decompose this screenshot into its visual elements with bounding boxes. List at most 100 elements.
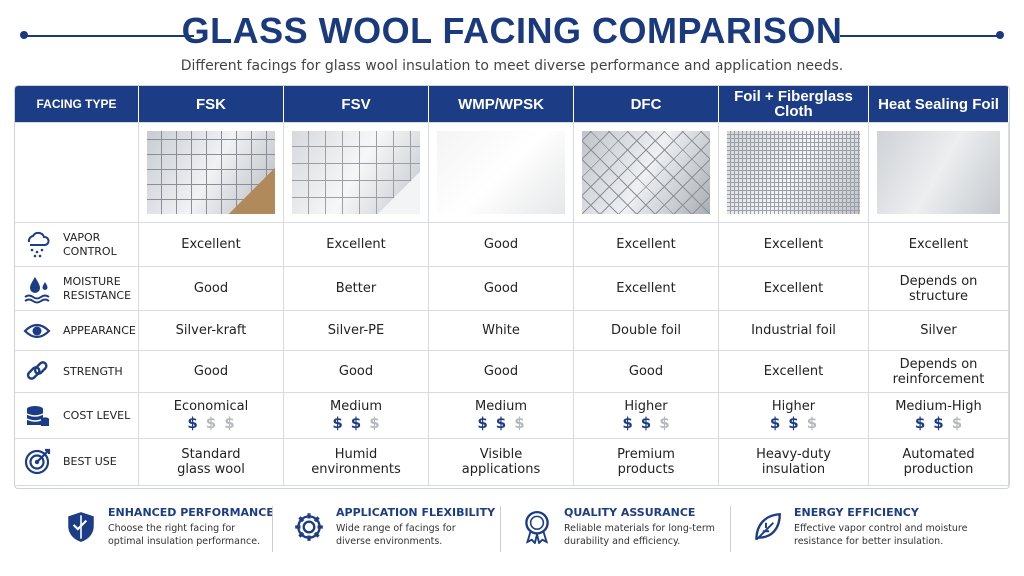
- dollar: $: [205, 414, 217, 432]
- dollar: $: [350, 414, 362, 432]
- cell-text: Excellent: [181, 237, 241, 252]
- cell-text: Good: [483, 281, 519, 296]
- image-cell: [429, 123, 574, 223]
- title: GLASS WOOL FACING COMPARISON: [181, 10, 843, 51]
- feature: APPLICATION FLEXIBILITY Wide range of fac…: [290, 502, 520, 558]
- value-cell: Depends on structure: [869, 267, 1009, 311]
- dollar: $: [369, 414, 380, 432]
- row-label-text: BEST USE: [63, 455, 117, 468]
- value-cell: Good: [139, 267, 284, 311]
- feature-icon: [295, 513, 323, 541]
- image-cell: [139, 123, 284, 223]
- cell-text: Medium-High: [895, 399, 982, 414]
- dollar: $: [332, 414, 343, 432]
- row-label-text: COST LEVEL: [63, 408, 131, 422]
- cell-text: Automated production: [902, 447, 975, 477]
- facing-swatch: [727, 131, 860, 214]
- row-icon: [24, 448, 51, 475]
- column-header: Heat Sealing Foil: [869, 86, 1009, 123]
- value-cell: Humid environments: [284, 439, 429, 486]
- value-cell: Good: [139, 351, 284, 393]
- column-header: FSK: [139, 86, 284, 123]
- value-cell: Higher $ $ $: [574, 393, 719, 439]
- value-cell: Higher $ $ $: [719, 393, 869, 439]
- dollar: $: [659, 414, 670, 432]
- value-cell: Good: [429, 351, 574, 393]
- cell-text: Excellent: [616, 281, 676, 296]
- feature-icon: [68, 512, 94, 542]
- value-cell: Excellent: [869, 223, 1009, 267]
- cell-text: Silver-PE: [327, 323, 385, 338]
- feature-title: ENHANCED PERFORMANCE: [108, 506, 274, 519]
- value-cell: Excellent: [719, 267, 869, 311]
- value-cell: White: [429, 311, 574, 351]
- separator: [272, 506, 273, 552]
- row-icon: [23, 323, 51, 338]
- feature: ENHANCED PERFORMANCE Choose the right fac…: [62, 502, 292, 558]
- dollar: $: [769, 414, 781, 432]
- separator: [500, 506, 501, 552]
- dollar: $: [806, 414, 818, 432]
- row-label-text: APPEARANCE: [63, 323, 136, 337]
- value-cell: Silver-PE: [284, 311, 429, 351]
- row-label-text: STRENGTH: [63, 364, 123, 378]
- value-cell: Better: [284, 267, 429, 311]
- cell-text: Medium: [475, 399, 527, 414]
- feature-text: Reliable materials for long-term durabil…: [564, 523, 715, 547]
- cell-text: Heavy-duty insulation: [756, 447, 831, 477]
- value-cell: Good: [429, 223, 574, 267]
- dollar: $: [951, 414, 963, 432]
- rule: [840, 35, 1000, 37]
- cell-text: White: [482, 323, 520, 338]
- cell-text: Good: [338, 364, 374, 379]
- value-cell: Good: [284, 351, 429, 393]
- value-cell: Medium $ $ $: [284, 393, 429, 439]
- feature: ENERGY EFFICIENCY Effective vapor control…: [748, 502, 978, 558]
- feature-icon: [755, 512, 781, 541]
- dollar: $: [933, 414, 944, 432]
- value-cell: Medium-High $ $ $: [869, 393, 1009, 439]
- row-icon: [26, 405, 49, 426]
- cell-text: Medium: [330, 399, 382, 414]
- cost-dollars: $ $ $: [473, 416, 528, 432]
- cell-text: Excellent: [908, 237, 969, 252]
- value-cell: Excellent: [719, 223, 869, 267]
- value-cell: Premium products: [574, 439, 719, 486]
- cell-text: Visible applications: [461, 447, 541, 477]
- row-label-text: VAPOR CONTROL: [63, 230, 117, 258]
- rule-dot: [996, 31, 1004, 39]
- facing-swatch: [437, 131, 565, 214]
- image-cell: [574, 123, 719, 223]
- cell-text: Good: [483, 364, 519, 379]
- cost-dollars: $ $ $: [183, 416, 238, 432]
- cell-text: Silver: [920, 323, 957, 338]
- value-cell: Excellent: [719, 351, 869, 393]
- value-cell: Industrial foil: [719, 311, 869, 351]
- cell-text: Humid environments: [311, 447, 401, 477]
- cost-dollars: $ $ $: [766, 416, 821, 432]
- value-cell: Standard glass wool: [139, 439, 284, 486]
- cell-text: Good: [483, 237, 519, 252]
- value-cell: Visible applications: [429, 439, 574, 486]
- value-cell: Economical $ $ $: [139, 393, 284, 439]
- feature-title: APPLICATION FLEXIBILITY: [336, 506, 496, 519]
- cost-dollars: $ $ $: [328, 416, 383, 432]
- dollar: $: [495, 414, 507, 432]
- row-label: VAPOR CONTROL: [15, 223, 139, 267]
- comparison-table: FACING TYPE FSK FSV WMP/WPSK DFC Foil + Fiber…: [14, 85, 1010, 489]
- facing-swatch: [582, 131, 710, 214]
- value-cell: Excellent: [574, 267, 719, 311]
- facing-swatch: [877, 131, 1000, 214]
- feature-title: QUALITY ASSURANCE: [564, 506, 696, 519]
- cell-text: Silver-kraft: [175, 323, 247, 338]
- value-cell: Excellent: [574, 223, 719, 267]
- cell-text: Industrial foil: [751, 323, 836, 338]
- cell-text: Excellent: [763, 237, 824, 252]
- row-icon: [27, 231, 50, 257]
- column-header: Foil + Fiberglass Cloth: [719, 86, 869, 123]
- dollar: $: [914, 414, 926, 432]
- cost-dollars: $ $ $: [911, 416, 966, 432]
- cell-text: Better: [335, 281, 377, 296]
- image-cell: [284, 123, 429, 223]
